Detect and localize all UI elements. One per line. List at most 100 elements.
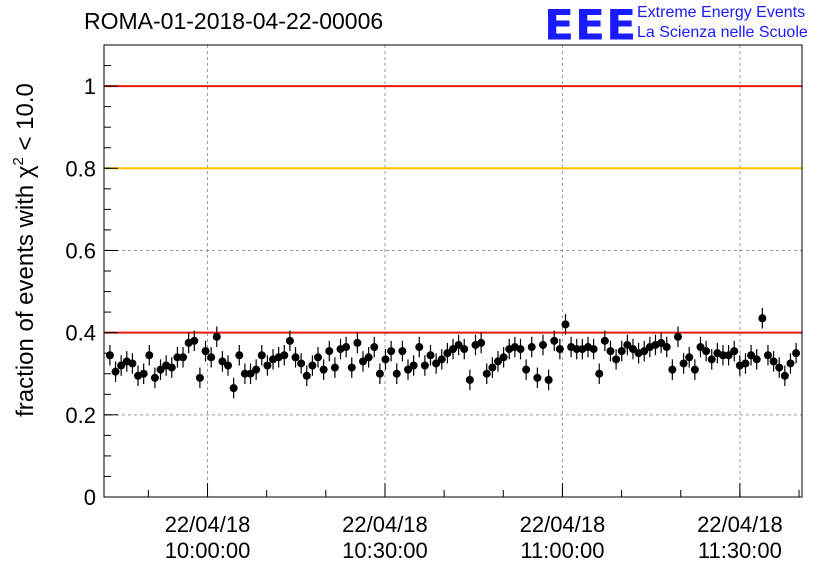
point-marker [589,345,598,354]
point-marker [308,361,317,370]
data-point [156,359,165,380]
data-point [145,344,154,366]
data-point [499,347,508,368]
point-marker [493,357,502,366]
data-point [454,334,463,356]
data-point [195,367,204,389]
point-marker [640,347,649,356]
point-marker [212,332,221,341]
point-marker [780,371,789,380]
point-marker [150,373,159,382]
data-point [724,344,733,366]
point-marker [117,361,126,370]
point-marker [555,345,564,354]
data-point [747,344,756,366]
point-marker [347,363,356,372]
point-marker [544,375,553,384]
point-marker [330,363,339,372]
data-point [465,369,474,391]
x-tick-time: 10:30:00 [342,538,428,563]
data-point [640,340,649,362]
point-marker [229,384,238,393]
point-marker [375,369,384,378]
data-point [173,347,182,368]
point-marker [291,353,300,362]
point-marker [370,343,379,352]
point-marker [139,369,148,378]
x-tick-date: 22/04/18 [342,512,428,537]
point-marker [741,359,750,368]
data-point [426,344,435,366]
reference-lines [104,85,802,334]
data-point [623,334,632,356]
data-point [330,357,339,378]
data-point [443,342,452,364]
point-marker [707,355,716,364]
point-marker [179,353,188,362]
data-point [224,355,233,376]
data-point [420,355,429,376]
data-point [325,340,334,362]
data-point [600,330,609,352]
data-point [763,344,772,366]
data-point [696,336,705,358]
point-marker [482,369,491,378]
plot-frame [103,44,803,498]
point-marker [263,361,272,370]
point-marker [432,359,441,368]
point-marker [297,359,306,368]
data-point [415,336,424,358]
point-marker [449,345,457,354]
data-point [308,355,317,376]
data-point [342,336,351,358]
data-points [105,307,801,399]
point-marker [235,351,244,360]
point-marker [702,347,711,356]
point-marker [623,340,632,349]
data-point [550,330,559,352]
data-point [370,336,379,358]
point-marker [252,365,261,374]
data-point [404,359,413,380]
logo-caption-line2: La Scienza nelle Scuole [637,24,808,41]
point-marker [561,320,570,329]
point-marker [302,371,311,380]
data-point [347,357,356,378]
point-marker [775,363,784,372]
data-point [359,351,368,372]
point-marker [201,347,210,356]
data-point [780,365,789,387]
point-marker [426,351,435,360]
data-point [730,340,739,362]
data-point [229,377,238,399]
point-marker [679,359,688,368]
data-point [285,330,294,352]
x-tick-date: 22/04/18 [697,512,783,537]
data-point [201,340,210,362]
y-tick-label: 0.8 [65,156,96,181]
point-marker [167,363,176,372]
point-marker [617,347,626,356]
point-marker [527,343,536,352]
point-marker [595,369,604,378]
point-marker [690,365,699,374]
axes: 00.20.40.60.8122/04/1810:00:0022/04/1810… [65,44,800,563]
point-marker [398,347,407,356]
point-marker [105,351,114,360]
data-point [297,353,306,374]
data-point [139,363,148,384]
point-marker [173,353,182,362]
data-point [105,344,114,366]
logo-caption-line1: Extreme Energy Events [637,4,806,21]
point-marker [460,345,469,354]
data-point [533,367,542,389]
data-point [280,344,289,366]
y-tick-label: 0 [84,485,96,510]
point-marker [612,355,621,364]
point-marker [488,363,497,372]
data-point [150,367,159,389]
chart-title: ROMA-01-2018-04-22-00006 [84,8,384,34]
point-marker [325,347,334,356]
data-point [606,340,615,362]
point-marker [533,373,542,382]
